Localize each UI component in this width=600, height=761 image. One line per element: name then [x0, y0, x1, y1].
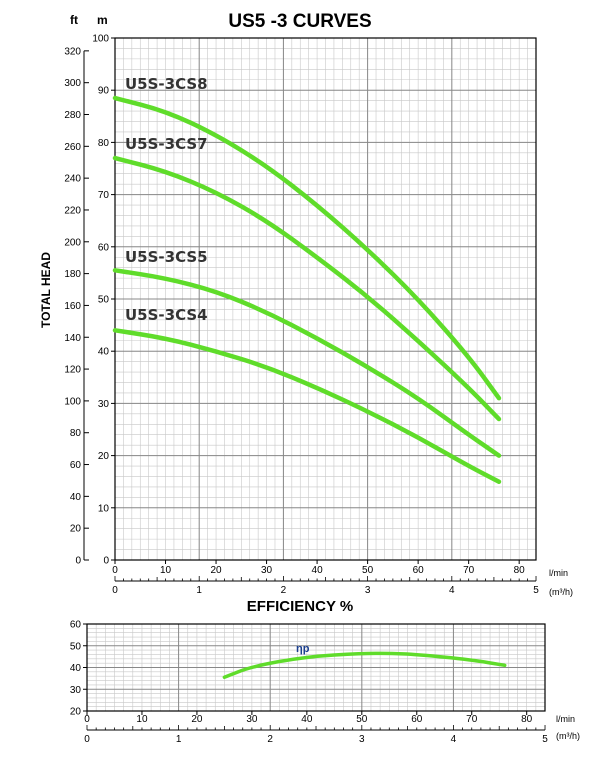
y-tick-label: 40: [70, 663, 82, 674]
x-tick-label-lmin: 30: [261, 565, 273, 576]
y-tick-label: 60: [98, 242, 110, 253]
x-tick-label-m3h: 1: [196, 585, 202, 596]
x-tick-label-lmin: 60: [411, 714, 423, 725]
x-tick-label-m3h: 2: [267, 734, 273, 745]
y-tick-label: 10: [98, 503, 110, 514]
efficiency-chart-title: EFFICIENCY %: [247, 598, 353, 615]
y-tick-label: 30: [70, 685, 82, 696]
ft-tick-label: 280: [64, 110, 81, 121]
x-tick-label-lmin: 80: [521, 714, 533, 725]
x-tick-label-lmin: 30: [246, 714, 258, 725]
main-axes: 0102030405060708090100020406080100120140…: [64, 34, 539, 597]
y-tick-label: 90: [98, 86, 110, 97]
efficiency-series: [222, 651, 507, 680]
y-tick-label: 70: [98, 190, 110, 201]
y-tick-label: 20: [98, 451, 110, 462]
y-tick-label: 80: [98, 138, 110, 149]
y-tick-label: 100: [92, 34, 109, 45]
ft-tick-label: 260: [64, 142, 81, 153]
series-label: U5S-3CS4: [125, 306, 208, 324]
ft-tick-label: 100: [64, 396, 81, 407]
ft-tick-label: 40: [70, 492, 82, 503]
ft-tick-label: 140: [64, 333, 81, 344]
series-line-u5s-3cs5: [112, 268, 502, 458]
ft-tick-label: 60: [70, 460, 82, 471]
main-curve-labels: U5S-3CS8 U5S-3CS7 U5S-3CS5 U5S-3CS4: [125, 75, 208, 324]
eff-x-unit-lmin: l/min: [556, 714, 575, 724]
x-tick-label-m3h: 1: [176, 734, 182, 745]
eff-x-unit-m3h: (m³/h): [556, 731, 580, 741]
x-tick-label-lmin: 0: [112, 565, 118, 576]
x-tick-label-m3h: 3: [359, 734, 365, 745]
x-tick-label-lmin: 80: [514, 565, 526, 576]
ft-tick-label: 200: [64, 237, 81, 248]
x-tick-label-m3h: 2: [281, 585, 287, 596]
x-tick-label-lmin: 70: [466, 714, 478, 725]
efficiency-curve-label: ηp: [296, 643, 310, 655]
main-grid: [114, 37, 536, 561]
x-tick-label-m3h: 5: [533, 585, 539, 596]
series-line-u5s-3cs7: [112, 155, 502, 422]
x-tick-label-m3h: 0: [112, 585, 118, 596]
x-unit-lmin: l/min: [549, 568, 568, 578]
x-tick-label-lmin: 20: [210, 565, 222, 576]
x-tick-label-lmin: 50: [356, 714, 368, 725]
x-tick-label-lmin: 60: [413, 565, 425, 576]
y-tick-label: 60: [70, 620, 82, 631]
ft-tick-label: 0: [75, 556, 81, 567]
ft-tick-label: 300: [64, 78, 81, 89]
x-tick-label-m3h: 5: [542, 734, 548, 745]
ft-tick-label: 320: [64, 46, 81, 57]
y-tick-label: 20: [70, 707, 82, 718]
ft-tick-label: 80: [70, 428, 82, 439]
series-label: U5S-3CS7: [125, 135, 208, 153]
ft-tick-label: 240: [64, 174, 81, 185]
x-unit-m3h: (m³/h): [549, 587, 573, 597]
series-line--p: [222, 651, 507, 680]
ft-tick-label: 220: [64, 205, 81, 216]
x-tick-label-lmin: 20: [191, 714, 203, 725]
y-axis-label: TOTAL HEAD: [39, 252, 53, 328]
efficiency-grid: [86, 623, 545, 712]
main-chart-title: US5 -3 CURVES: [228, 11, 371, 32]
y-tick-label: 40: [98, 347, 110, 358]
series-label: U5S-3CS5: [125, 248, 208, 266]
y-tick-label: 50: [70, 641, 82, 652]
main-series: [112, 95, 502, 484]
series-line-u5s-3cs8: [112, 95, 502, 401]
y-tick-label: 50: [98, 295, 110, 306]
x-tick-label-m3h: 4: [451, 734, 457, 745]
series-label: ηp: [296, 643, 310, 655]
x-tick-label-lmin: 50: [362, 565, 374, 576]
ft-tick-label: 20: [70, 524, 82, 535]
ft-tick-label: 180: [64, 269, 81, 280]
series-line-u5s-3cs4: [112, 328, 502, 484]
y-unit-m: m: [97, 13, 108, 27]
ft-tick-label: 160: [64, 301, 81, 312]
x-tick-label-m3h: 0: [84, 734, 90, 745]
x-tick-label-lmin: 0: [84, 714, 90, 725]
x-tick-label-lmin: 70: [463, 565, 475, 576]
y-tick-label: 0: [103, 556, 109, 567]
x-tick-label-m3h: 4: [449, 585, 455, 596]
ft-tick-label: 120: [64, 365, 81, 376]
y-tick-label: 30: [98, 399, 110, 410]
series-label: U5S-3CS8: [125, 75, 208, 93]
x-tick-label-lmin: 10: [160, 565, 172, 576]
efficiency-axes: 20 30 40 50 60 0 10 20 30 40 50 60 70 80 0 1 2 3 4 5: [70, 620, 548, 746]
x-tick-label-m3h: 3: [365, 585, 371, 596]
x-tick-label-lmin: 10: [136, 714, 148, 725]
y-unit-ft: ft: [70, 13, 78, 27]
x-tick-label-lmin: 40: [301, 714, 313, 725]
x-tick-label-lmin: 40: [312, 565, 324, 576]
